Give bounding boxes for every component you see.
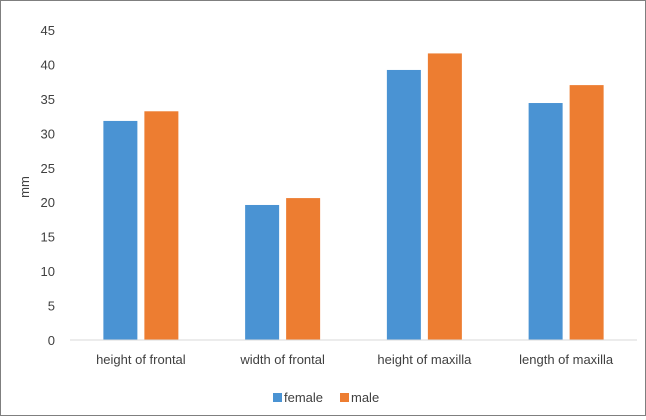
legend-label-male: male bbox=[351, 390, 379, 405]
x-tick-label: height of maxilla bbox=[377, 352, 472, 367]
legend-label-female: female bbox=[284, 390, 323, 405]
y-tick-label: 10 bbox=[41, 264, 55, 279]
bar-female-4 bbox=[528, 103, 563, 341]
bar-female-2 bbox=[245, 204, 280, 340]
y-axis-label: mm bbox=[17, 176, 32, 198]
x-tick-label: length of maxilla bbox=[519, 352, 614, 367]
y-tick-label: 5 bbox=[48, 299, 55, 314]
y-tick-label: 30 bbox=[41, 126, 55, 141]
x-tick-label: height of frontal bbox=[96, 352, 186, 367]
bar-male-4 bbox=[569, 85, 604, 340]
y-tick-label: 25 bbox=[41, 161, 55, 176]
bar-female-1 bbox=[103, 120, 138, 340]
y-tick-label: 40 bbox=[41, 57, 55, 72]
y-axis-ticks: 0 5 10 15 20 25 30 35 40 45 bbox=[41, 23, 55, 348]
bars bbox=[103, 53, 604, 341]
y-tick-label: 0 bbox=[48, 333, 55, 348]
y-tick-label: 45 bbox=[41, 23, 55, 38]
legend: female male bbox=[273, 390, 379, 405]
y-tick-label: 20 bbox=[41, 195, 55, 210]
bar-female-3 bbox=[386, 69, 421, 340]
bar-male-1 bbox=[144, 111, 179, 341]
bar-male-2 bbox=[286, 198, 321, 340]
y-tick-label: 15 bbox=[41, 230, 55, 245]
y-tick-label: 35 bbox=[41, 92, 55, 107]
legend-swatch-female bbox=[273, 393, 282, 402]
x-axis-labels: height of frontal width of frontal height … bbox=[96, 352, 614, 367]
x-tick-label: width of frontal bbox=[239, 352, 325, 367]
bar-male-3 bbox=[427, 53, 462, 341]
legend-swatch-male bbox=[340, 393, 349, 402]
